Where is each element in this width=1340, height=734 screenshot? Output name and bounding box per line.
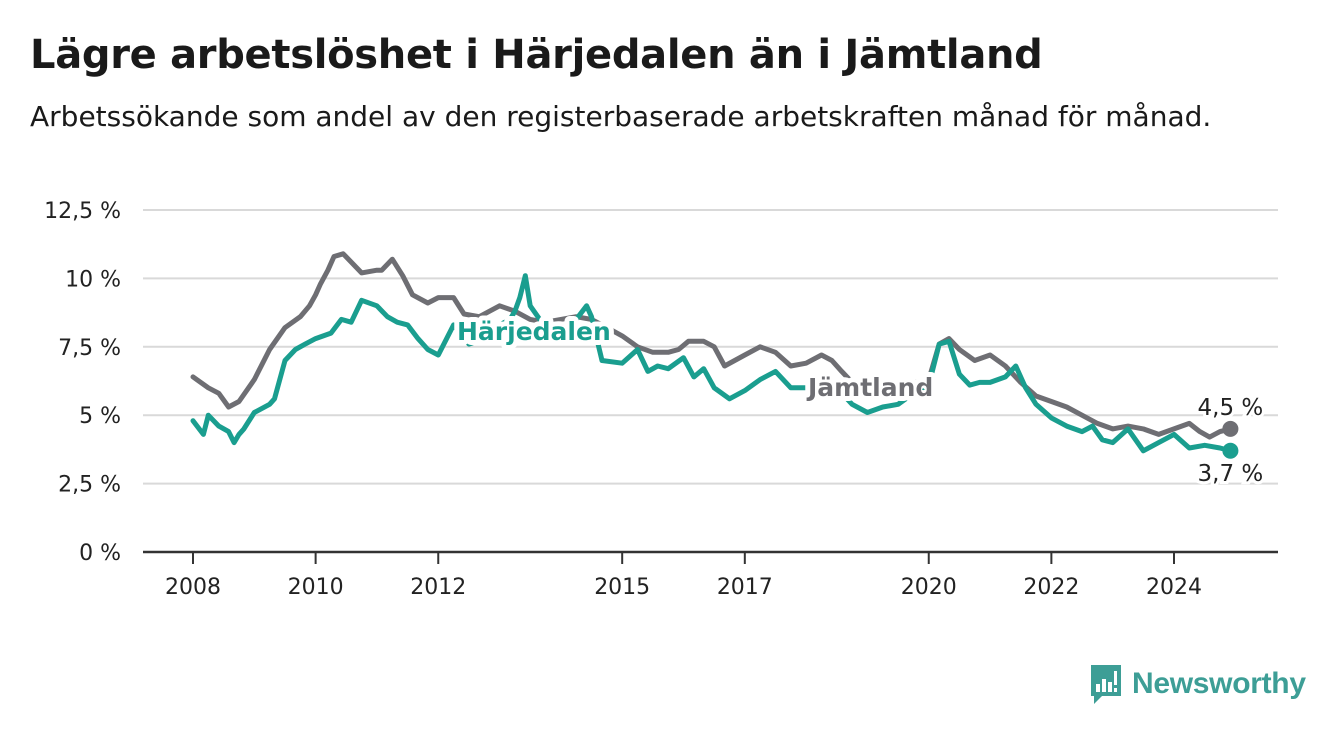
y-tick-label: 0 % [79,541,121,566]
chart-title: Lägre arbetslöshet i Härjedalen än i Jäm… [30,32,1043,78]
x-tick-label: 2020 [901,575,957,600]
y-tick-label: 7,5 % [58,336,121,361]
end-label-jamtland: 4,5 % [1198,395,1264,421]
end-label-harjedalen: 3,7 % [1198,461,1264,487]
series-labels: Härjedalen Jämtland 4,5 % 3,7 % [452,312,1266,490]
x-tick-label: 2010 [288,575,344,600]
series-label-jamtland: Jämtland [806,373,933,402]
end-point-harjedalen [1222,442,1239,459]
chart-subtitle: Arbetssökande som andel av den registerb… [30,100,1212,133]
bar-chart-logo-icon [1091,665,1121,704]
brand-logo: Newsworthy [1088,662,1306,706]
y-tick-label: 2,5 % [58,473,121,498]
x-tick-label: 2017 [717,575,773,600]
series-line-hrjedalen [190,273,1233,454]
x-tick-label: 2022 [1023,575,1079,600]
x-axis-ticks: 2008 2010 2012 2015 2017 2020 2022 2024 [165,552,1202,600]
brand-name: Newsworthy [1132,667,1306,700]
y-tick-label: 12,5 % [44,199,121,224]
x-tick-label: 2015 [594,575,650,600]
y-tick-label: 10 % [65,267,121,292]
end-point-jamtland [1222,420,1239,437]
x-tick-label: 2012 [410,575,466,600]
x-tick-label: 2008 [165,575,221,600]
series-line-jmtland [190,251,1233,440]
y-axis-ticks: 0 % 2,5 % 5 % 7,5 % 10 % 12,5 % [44,199,121,566]
series-lines [190,251,1239,459]
y-tick-label: 5 % [79,404,121,429]
series-label-harjedalen: Härjedalen [457,317,611,346]
x-tick-label: 2024 [1146,575,1202,600]
